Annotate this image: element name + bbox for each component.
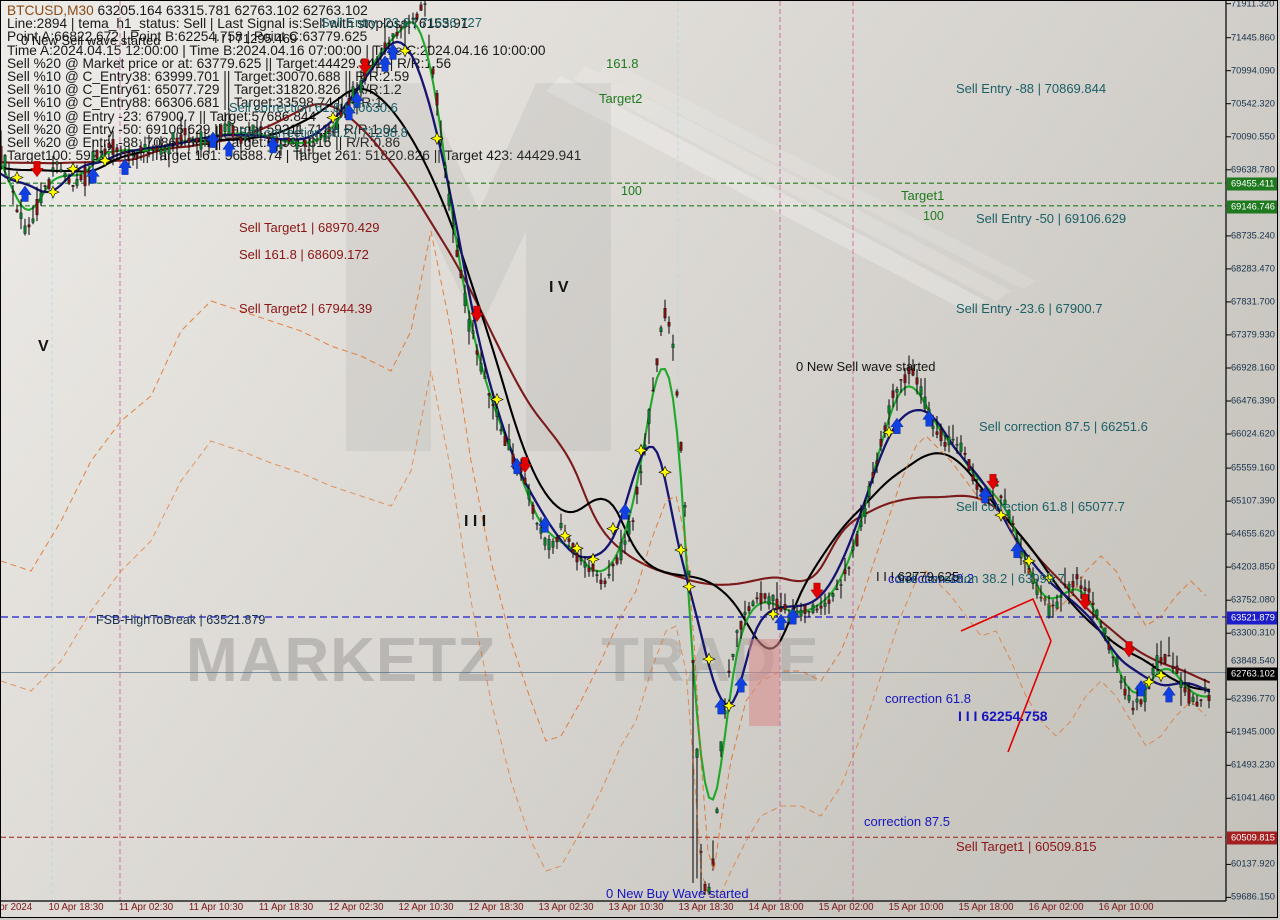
svg-text:MARKETZ: MARKETZ [186,626,496,695]
